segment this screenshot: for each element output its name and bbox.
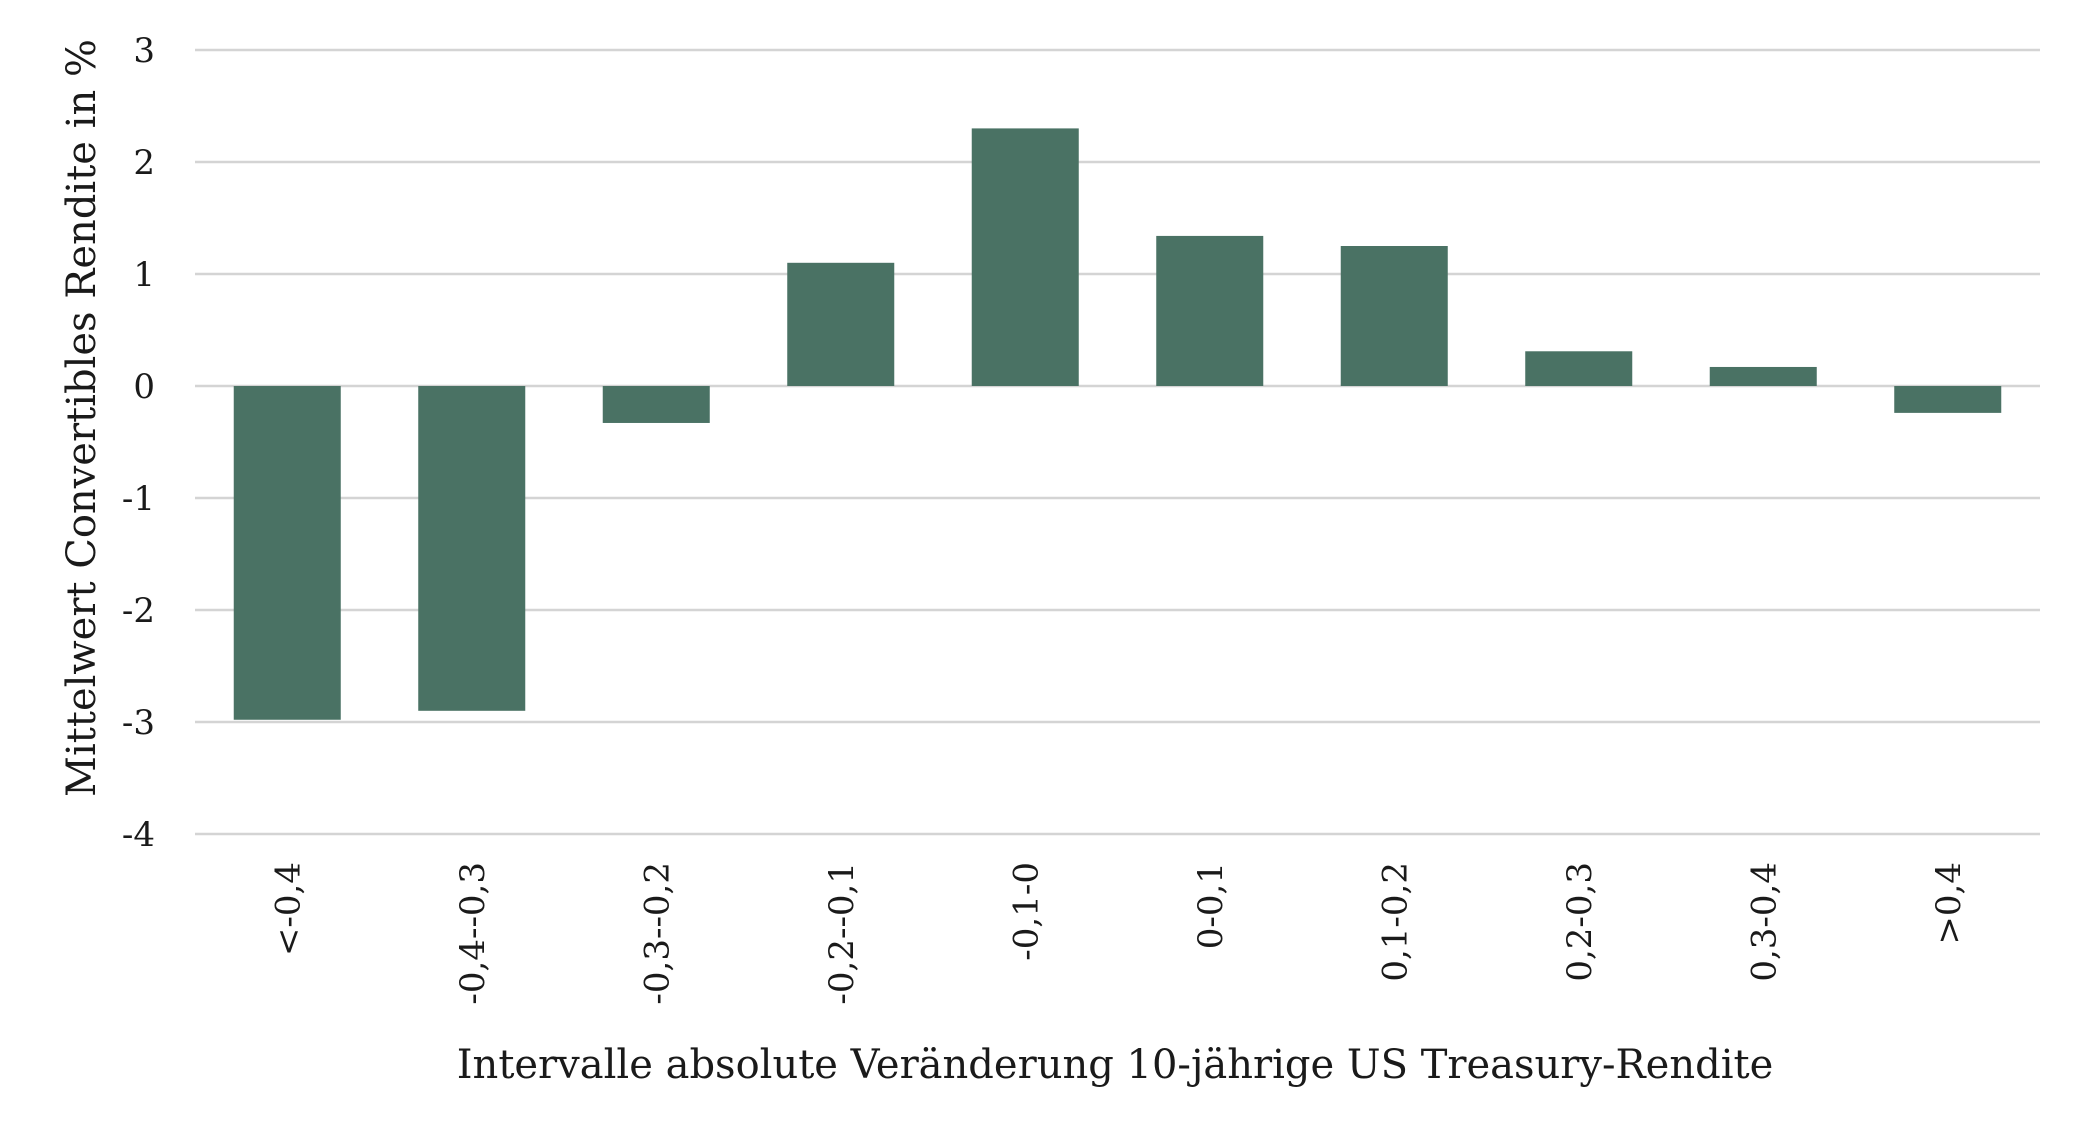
y-tick-label: -1 [122, 479, 155, 519]
x-tick-label: <-0,4 [268, 862, 308, 956]
x-tick-label: 0,1-0,2 [1375, 862, 1415, 982]
x-tick-label: -0,1-0 [1006, 862, 1046, 961]
bar-10 [1894, 386, 2002, 413]
x-axis-tick-labels: <-0,4 -0,4--0,3 -0,3--0,2 -0,2--0,1 -0,1-0 0-… [268, 862, 1969, 1005]
bar-9 [1709, 366, 1817, 386]
y-tick-label: 3 [133, 31, 155, 71]
bar-8 [1525, 351, 1633, 386]
y-axis-title: Mittelwert Convertibles Rendite in % [59, 39, 105, 797]
x-tick-label: 0,3-0,4 [1744, 862, 1784, 982]
x-tick-label: 0-0,1 [1191, 862, 1231, 949]
x-tick-label: -0,3--0,2 [637, 862, 677, 1005]
x-tick-label: -0,2--0,1 [822, 862, 862, 1005]
bar-5 [971, 128, 1079, 386]
x-tick-label: >0,4 [1929, 862, 1969, 945]
bar-2 [418, 386, 526, 711]
bar-1 [233, 386, 341, 720]
bar-7 [1340, 246, 1448, 386]
y-tick-label: -3 [122, 703, 155, 743]
y-tick-label: 2 [133, 143, 155, 183]
bar-3 [602, 386, 710, 423]
y-tick-label: -2 [122, 591, 155, 631]
y-tick-label: -4 [122, 815, 155, 855]
y-axis-tick-labels: 3 2 1 0 -1 -2 -3 -4 [122, 31, 155, 855]
x-tick-label: -0,4--0,3 [453, 862, 493, 1005]
y-tick-label: 1 [133, 255, 155, 295]
bar-4 [787, 262, 895, 386]
x-tick-label: 0,2-0,3 [1560, 862, 1600, 982]
bars [233, 128, 2002, 720]
x-axis-title: Intervalle absolute Veränderung 10-jähri… [457, 1042, 1773, 1088]
bar-6 [1156, 235, 1264, 386]
y-tick-label: 0 [133, 367, 155, 407]
